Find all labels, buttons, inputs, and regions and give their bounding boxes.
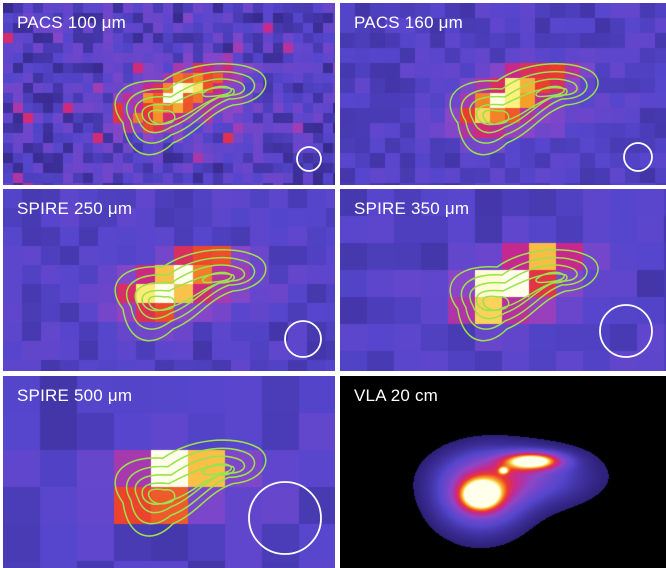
panel-label: SPIRE 350 μm <box>354 199 470 218</box>
beam-circle <box>296 146 322 172</box>
contour-line <box>134 264 246 320</box>
contour-overlay <box>114 439 322 555</box>
contour-line <box>469 264 578 320</box>
contour-line <box>147 109 176 125</box>
contour-line <box>125 70 256 144</box>
contour-line <box>535 85 565 98</box>
contour-overlay <box>114 248 322 358</box>
panel-pacs-160: PACS 160 μm <box>340 3 666 185</box>
panel-spire-250: SPIRE 250 μm <box>3 189 335 371</box>
contour-line <box>460 256 588 330</box>
contour-line <box>469 78 578 134</box>
contour-line <box>141 86 235 126</box>
contour-overlay <box>449 248 653 358</box>
contour-line <box>134 455 246 514</box>
contour-lines <box>114 248 267 342</box>
panel-spire-500: SPIRE 500 μm <box>3 376 335 568</box>
radio-image <box>340 376 666 568</box>
heatmap <box>340 189 666 371</box>
contour-line <box>475 272 568 312</box>
contour-lines <box>114 439 267 537</box>
beam-circle <box>248 481 322 555</box>
contour-line <box>141 272 235 312</box>
contour-line <box>114 439 267 537</box>
contour-line <box>134 78 246 134</box>
contour-line <box>449 62 599 156</box>
panel-label: SPIRE 500 μm <box>17 386 133 405</box>
panel-label: SPIRE 250 μm <box>17 199 133 218</box>
heatmap <box>3 3 335 185</box>
contour-line <box>147 488 176 505</box>
contour-line <box>114 248 267 342</box>
contour-line <box>201 463 233 476</box>
contour-line <box>482 109 510 125</box>
panel-label: PACS 100 μm <box>17 13 126 32</box>
contour-lines <box>449 62 599 156</box>
contour-line <box>114 62 267 156</box>
contour-overlay <box>449 62 653 172</box>
contour-line <box>460 70 588 144</box>
heatmap <box>3 189 335 371</box>
heatmap <box>340 3 666 185</box>
panel-pacs-100: PACS 100 μm <box>3 3 335 185</box>
contour-line <box>201 85 233 98</box>
contour-line <box>147 295 176 311</box>
heatmap <box>3 376 335 568</box>
panel-label: VLA 20 cm <box>354 386 439 405</box>
panel-vla-20cm: VLA 20 cm <box>340 376 666 568</box>
beam-circle <box>284 320 322 358</box>
contour-lines <box>449 248 599 342</box>
contour-line <box>201 271 233 284</box>
panel-spire-350: SPIRE 350 μm <box>340 189 666 371</box>
contour-lines <box>114 62 267 156</box>
panel-label: PACS 160 μm <box>354 13 463 32</box>
contour-line <box>449 248 599 342</box>
contour-line <box>475 86 568 126</box>
beam-circle <box>599 304 653 358</box>
contour-line <box>482 295 510 311</box>
contour-line <box>125 256 256 330</box>
contour-line <box>125 447 256 525</box>
contour-line <box>535 271 565 284</box>
contour-line <box>141 464 235 506</box>
beam-circle <box>623 142 653 172</box>
contour-overlay <box>114 62 322 172</box>
